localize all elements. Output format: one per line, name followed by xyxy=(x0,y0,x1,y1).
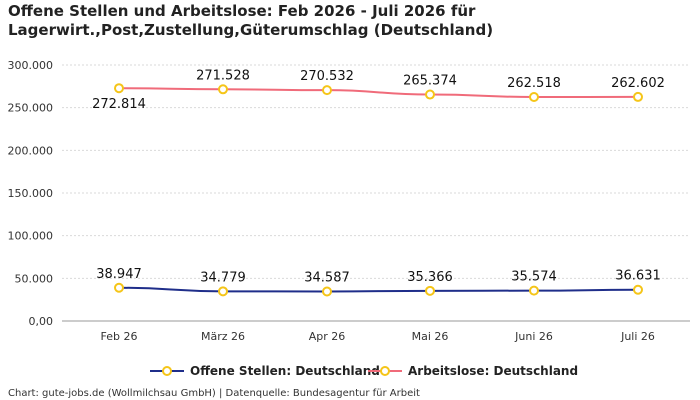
series xyxy=(114,83,643,297)
x-tick-label: Mai 26 xyxy=(412,330,449,343)
data-point-marker xyxy=(322,85,332,96)
data-label: 262.518 xyxy=(507,76,561,91)
legend: Offene Stellen: Deutschland Arbeitslose: … xyxy=(150,364,578,378)
y-tick-label: 0,00 xyxy=(29,315,54,328)
legend-label: Arbeitslose: Deutschland xyxy=(408,364,578,378)
y-tick-label: 200.000 xyxy=(8,144,54,157)
data-label: 34.587 xyxy=(304,270,350,285)
data-label: 272.814 xyxy=(92,97,146,112)
y-tick-label: 150.000 xyxy=(8,187,54,200)
y-tick-label: 50.000 xyxy=(15,272,54,285)
chart-title: Offene Stellen und Arbeitslose: Feb 2026… xyxy=(8,2,493,39)
data-label: 35.366 xyxy=(407,270,453,285)
legend-label: Offene Stellen: Deutschland xyxy=(190,364,380,378)
chart-title-line: Lagerwirt.,Post,Zustellung,Güterumschlag… xyxy=(8,21,493,39)
x-tick-label: Juni 26 xyxy=(514,330,553,343)
data-point-marker xyxy=(114,83,124,94)
chart-credit: Chart: gute-jobs.de (Wollmilchsau GmbH) … xyxy=(8,388,420,399)
series-line xyxy=(118,87,639,98)
data-point-marker xyxy=(529,91,539,102)
y-tick-label: 250.000 xyxy=(8,102,54,115)
x-tick-label: Feb 26 xyxy=(101,330,138,343)
data-point-marker xyxy=(425,89,435,100)
x-tick-label: Juli 26 xyxy=(620,330,655,343)
grid xyxy=(62,64,690,322)
data-point-marker xyxy=(529,285,539,296)
data-label: 271.528 xyxy=(196,68,250,83)
data-label: 36.631 xyxy=(615,269,661,284)
data-label: 34.779 xyxy=(200,270,246,285)
chart-title-line: Offene Stellen und Arbeitslose: Feb 2026… xyxy=(8,2,476,20)
data-label: 270.532 xyxy=(300,69,354,84)
x-tick-label: März 26 xyxy=(201,330,245,343)
data-labels: 38.947 34.779 34.587 35.366 35.574 36.631 272.… xyxy=(92,68,665,285)
y-axis-ticks: 0,00 50.000 100.000 150.000 200.000 250.000 30… xyxy=(8,59,54,328)
data-point-marker xyxy=(633,91,643,102)
credit: Chart: gute-jobs.de (Wollmilchsau GmbH) … xyxy=(8,388,420,399)
data-label: 262.602 xyxy=(611,76,665,91)
data-label: 38.947 xyxy=(96,267,142,282)
data-point-marker xyxy=(218,84,228,95)
data-point-marker xyxy=(218,286,228,297)
legend-marker xyxy=(162,366,172,376)
data-label: 35.574 xyxy=(511,270,557,285)
data-label: 265.374 xyxy=(403,74,457,89)
data-point-marker xyxy=(633,284,643,295)
data-point-marker xyxy=(322,286,332,297)
series-line xyxy=(118,286,639,293)
x-tick-label: Apr 26 xyxy=(309,330,346,343)
y-tick-label: 100.000 xyxy=(8,230,54,243)
data-point-marker xyxy=(114,282,124,293)
y-tick-label: 300.000 xyxy=(8,59,54,72)
legend-marker xyxy=(380,366,390,376)
data-point-marker xyxy=(425,285,435,296)
x-axis-ticks: Feb 26 März 26 Apr 26 Mai 26 Juni 26 Juli 26 xyxy=(101,330,655,343)
